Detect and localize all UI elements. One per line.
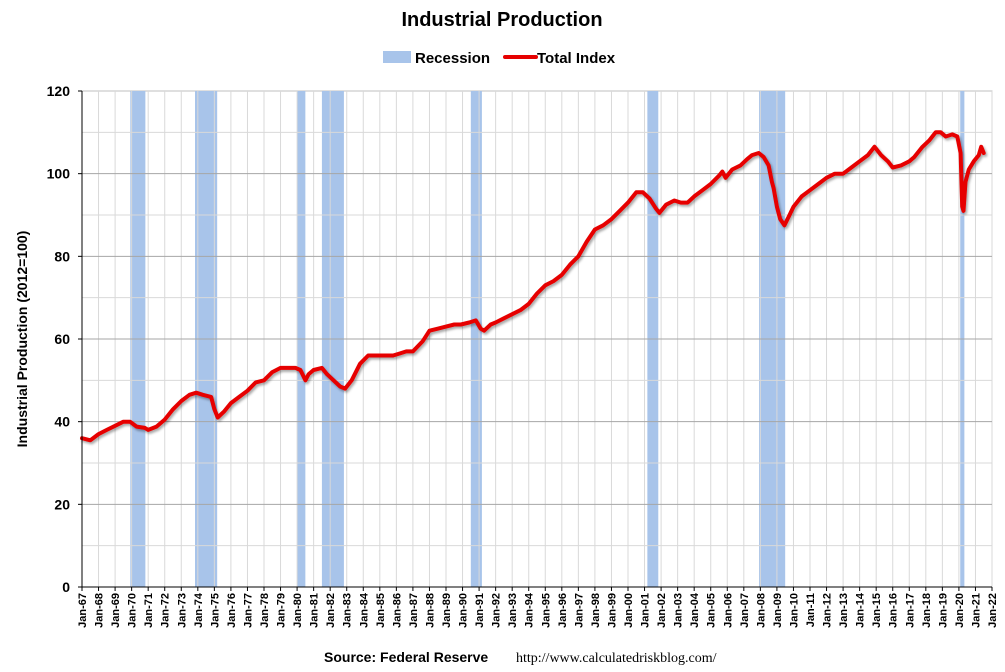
y-tick-label: 40 [54,414,70,430]
axes: 0 20 40 60 80 100 120 Jan-67 Jan-68 Jan-69 Jan-70 J… [47,83,999,628]
x-tick-label: Jan-67 [77,593,89,628]
x-tick-label: Jan-98 [590,593,602,628]
x-tick-label: Jan-10 [789,593,801,628]
source-label: Source: Federal Reserve [324,649,488,665]
x-tick-label: Jan-96 [557,593,569,628]
x-tick-label: Jan-14 [855,592,867,628]
x-tick-label: Jan-12 [822,593,834,628]
x-tick-label: Jan-90 [458,593,470,628]
x-tick-label: Jan-77 [243,593,255,628]
x-tick-label: Jan-78 [259,593,271,628]
chart-title: Industrial Production [401,9,602,31]
x-tick-label: Jan-93 [507,593,519,628]
x-tick-label: Jan-86 [391,593,403,628]
x-tick-label: Jan-88 [425,593,437,628]
x-tick-label: Jan-72 [160,593,172,628]
x-tick-label: Jan-85 [375,593,387,628]
x-tick-label: Jan-11 [805,593,817,627]
gridlines [81,91,993,587]
x-tick-label: Jan-05 [706,593,718,628]
x-tick-label: Jan-95 [540,593,552,628]
x-tick-label: Jan-82 [325,593,337,628]
x-tick-label: Jan-97 [573,593,585,628]
y-tick-label: 0 [62,579,70,595]
x-tick-label: Jan-81 [309,593,321,628]
x-tick-label: Jan-13 [838,593,850,628]
x-tick-label: Jan-89 [441,593,453,628]
x-tick-label: Jan-87 [408,593,420,628]
series-layer [80,130,986,443]
x-tick-label: Jan-94 [524,592,536,628]
x-tick-label: Jan-91 [474,593,486,628]
x-tick-label: Jan-74 [193,592,205,628]
x-tick-label: Jan-17 [904,593,916,628]
x-tick-label: Jan-07 [739,593,751,628]
x-tick-label: Jan-83 [342,593,354,628]
x-tick-label: Jan-76 [226,593,238,628]
x-tick-label: Jan-03 [673,593,685,628]
x-tick-label: Jan-70 [127,593,139,628]
x-tick-label: Jan-92 [491,593,503,628]
y-tick-label: 20 [54,496,70,512]
x-tick-label: Jan-18 [921,593,933,628]
x-tick-label: Jan-08 [755,593,767,628]
x-tick-label: Jan-22 [987,593,999,628]
y-tick-label: 120 [47,83,71,99]
legend-label-total-index: Total Index [537,50,616,67]
x-tick-label: Jan-21 [971,593,983,628]
x-tick-label: Jan-15 [871,593,883,628]
x-tick-label: Jan-02 [656,593,668,628]
y-tick-label: 80 [54,248,70,264]
x-tick-label: Jan-75 [209,593,221,628]
x-tick-label: Jan-73 [176,593,188,628]
y-tick-label: 100 [47,166,71,182]
x-tick-label: Jan-09 [772,593,784,628]
x-tick-label: Jan-16 [888,593,900,628]
x-tick-label: Jan-04 [689,592,701,628]
series-line-total-index [80,130,986,443]
x-tick-label: Jan-20 [954,593,966,628]
x-tick-label: Jan-69 [110,593,122,628]
x-tick-label: Jan-68 [94,593,106,628]
x-tick-label: Jan-06 [722,593,734,628]
x-tick-label: Jan-01 [640,593,652,628]
x-tick-label: Jan-80 [292,593,304,628]
y-tick-label: 60 [54,331,70,347]
legend-label-recession: Recession [415,50,490,67]
legend: Recession Total Index [383,50,616,67]
legend-swatch-recession [383,51,411,63]
x-tick-label: Jan-84 [358,592,370,628]
x-tick-label: Jan-79 [276,593,288,628]
x-tick-label: Jan-00 [623,593,635,628]
source-url[interactable]: http://www.calculatedriskblog.com/ [516,651,717,666]
x-tick-label: Jan-99 [607,593,619,628]
x-tick-label: Jan-19 [937,593,949,628]
y-axis-label: Industrial Production (2012=100) [14,231,30,448]
x-tick-label: Jan-71 [143,593,155,628]
